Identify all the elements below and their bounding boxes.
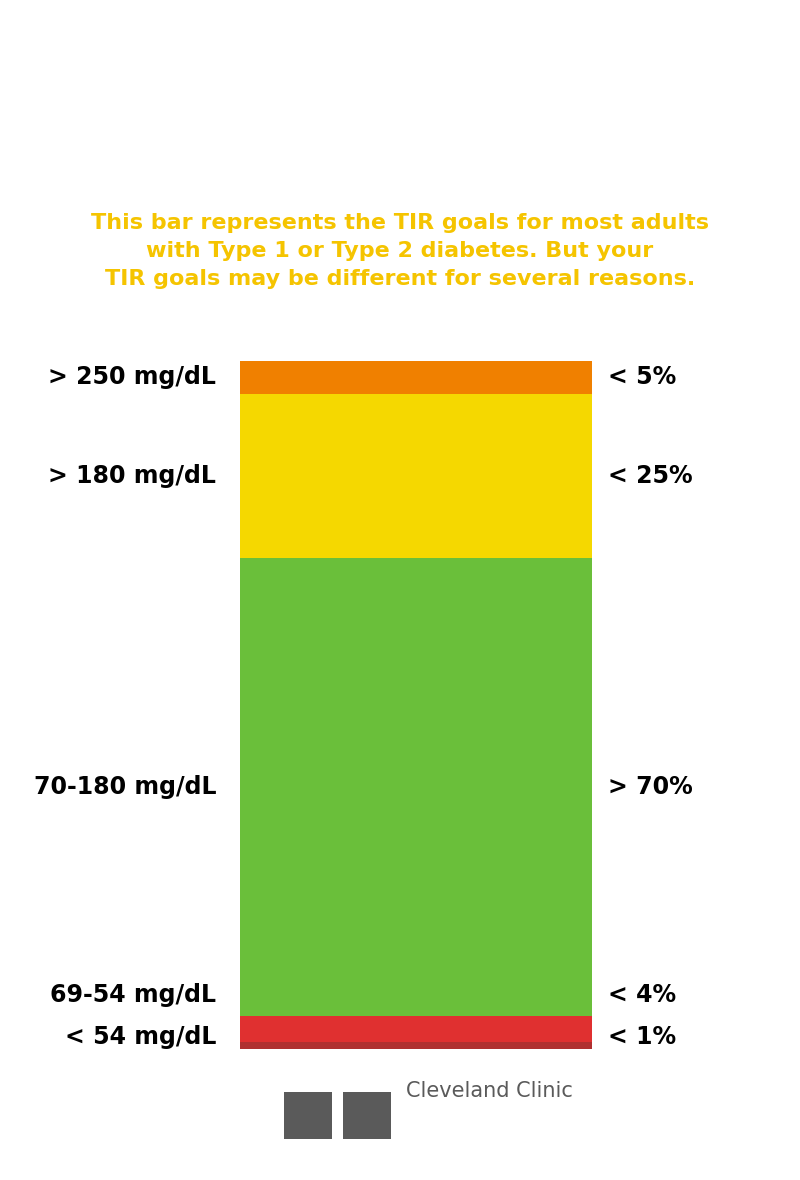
Bar [284,1042,332,1090]
Text: < 5%: < 5% [608,366,676,389]
Text: < 25%: < 25% [608,464,693,487]
Text: 69-54 mg/dL: 69-54 mg/dL [50,983,216,1008]
Bar [343,1042,391,1090]
Bar [240,558,592,1016]
Text: > 180 mg/dL: > 180 mg/dL [48,464,216,487]
Bar [240,361,592,394]
Text: Cleveland Clinic: Cleveland Clinic [406,1081,573,1101]
Bar [343,1090,391,1139]
Text: < 1%: < 1% [608,1025,676,1049]
Text: < 54 mg/dL: < 54 mg/dL [65,1025,216,1049]
Text: 70-180 mg/dL: 70-180 mg/dL [34,775,216,799]
Text: for Diabetes: for Diabetes [235,120,565,165]
Text: < 4%: < 4% [608,983,676,1008]
Text: > 70%: > 70% [608,775,693,799]
Text: > 250 mg/dL: > 250 mg/dL [48,366,216,389]
Bar [240,1042,592,1049]
Text: Time in Range (TIR): Time in Range (TIR) [137,54,663,99]
Bar [240,394,592,558]
Bar [284,1090,332,1139]
Text: This bar represents the TIR goals for most adults
with Type 1 or Type 2 diabetes: This bar represents the TIR goals for mo… [91,212,709,289]
Bar [240,1016,592,1042]
